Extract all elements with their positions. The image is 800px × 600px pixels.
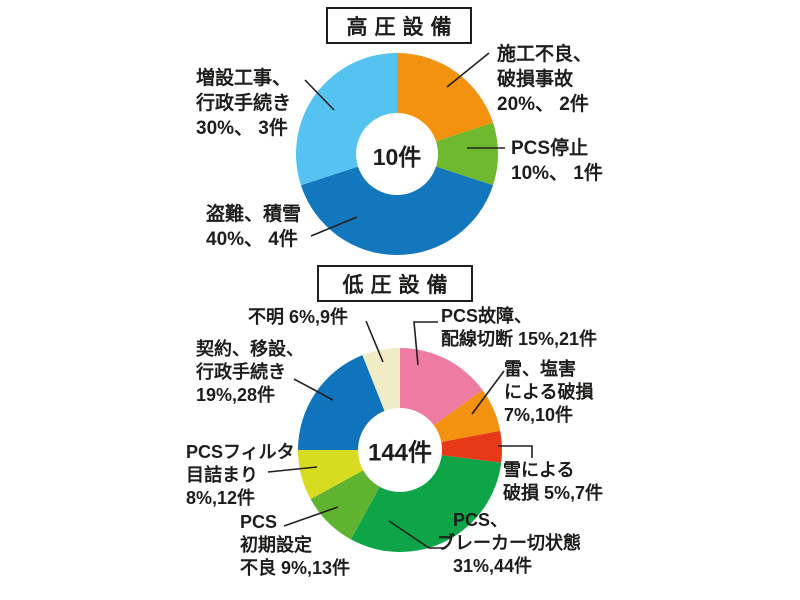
leader-pcs-breaker-off xyxy=(388,520,446,549)
donut-high-voltage xyxy=(295,53,499,256)
donut-0-slice-0 xyxy=(397,53,494,142)
leader-pcs-initial-setting xyxy=(283,506,339,527)
label-construction-defect: 施工不良、 破損事故 20%、 2件 xyxy=(497,44,593,115)
label-expansion-works: 増設工事、 行政手続き 30%、 3件 xyxy=(196,68,292,139)
donut-1-slice-0 xyxy=(400,348,483,426)
leader-unknown xyxy=(365,320,384,363)
donut-0-slice-3 xyxy=(295,53,397,186)
leader-pcs-filter-clog xyxy=(267,466,318,473)
leader-theft-snow xyxy=(310,216,358,237)
leader-lightning-salt xyxy=(471,370,505,415)
donut-low-voltage xyxy=(298,348,503,552)
label-pcs-filter-clog: PCSフィルタ 目詰まり 8%,12件 xyxy=(186,442,295,508)
donut-1-slice-7 xyxy=(362,348,400,411)
donut-1-slice-2 xyxy=(441,430,503,463)
donut-1-slice-5 xyxy=(298,450,364,500)
leader-construction-defect xyxy=(446,52,490,88)
label-contract-relocation: 契約、移設、 行政手続き 19%,28件 xyxy=(196,339,304,405)
label-pcs-failure: PCS故障、 配線切断 15%,21件 xyxy=(441,306,598,349)
chart-title-high-voltage: 高圧設備 xyxy=(326,7,472,44)
donut-center-total-low: 144件 xyxy=(367,439,433,467)
donut-0-slice-1 xyxy=(435,122,499,186)
chart-title-low-voltage: 低圧設備 xyxy=(317,265,473,302)
donut-1-slice-6 xyxy=(298,355,385,450)
leader-pcs-failure xyxy=(413,321,438,366)
donut-0-slice-2 xyxy=(300,166,494,256)
label-theft-snow: 盗難、積雪 40%、 4件 xyxy=(206,204,302,250)
donut-center-total-high: 10件 xyxy=(372,144,422,170)
label-unknown: 不明 6%,9件 xyxy=(248,307,349,327)
label-lightning-salt: 雷、塩害 による破損 7%,10件 xyxy=(504,359,594,425)
leader-contract-relocation xyxy=(293,378,334,401)
leader-lines xyxy=(267,52,533,549)
label-snow-damage: 雪による 破損 5%,7件 xyxy=(503,460,604,503)
leader-snow-damage xyxy=(498,445,533,458)
donut-1-slice-4 xyxy=(310,470,380,540)
leader-expansion-works xyxy=(304,79,335,111)
label-pcs-stop: PCS停止 10%、 1件 xyxy=(511,138,603,184)
label-pcs-initial-setting: PCS 初期設定 不良 9%,13件 xyxy=(240,512,351,578)
label-pcs-breaker-off: PCS、 ブレーカー切状態 31%,44件 xyxy=(437,510,581,576)
donut-1-slice-1 xyxy=(433,390,501,443)
donut-1-slice-3 xyxy=(350,455,502,552)
